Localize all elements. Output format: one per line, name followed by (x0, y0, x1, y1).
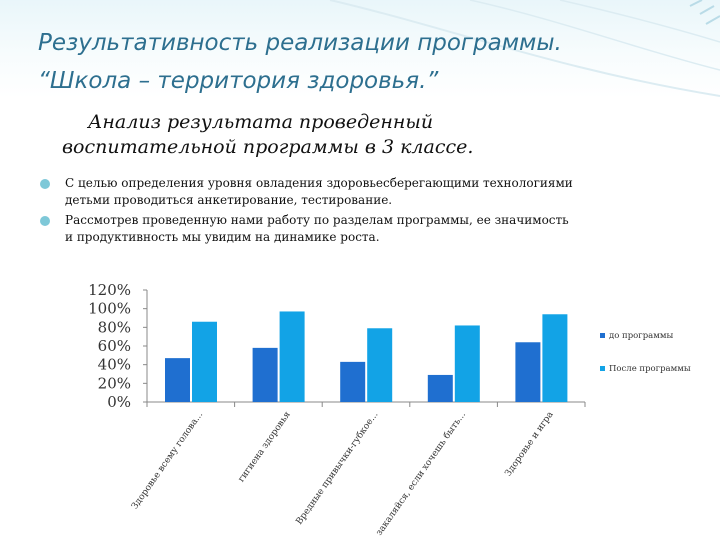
bar-before (427, 374, 453, 402)
y-tick-label: 0% (107, 393, 131, 411)
y-tick-label: 100% (88, 300, 131, 318)
y-tick-label: 120% (88, 281, 131, 299)
y-tick-label: 60% (98, 337, 131, 355)
y-tick-label: 80% (98, 318, 131, 336)
bar-after (279, 311, 305, 402)
y-tick-label: 40% (98, 356, 131, 374)
bullet-dot-icon (40, 179, 50, 189)
slide-title-line-1: Результативность реализации программы. (38, 30, 562, 56)
bullet-text: Рассмотрев проведенную нами работу по ра… (65, 213, 569, 244)
decorative-swoosh (329, 0, 720, 97)
bar-after (542, 314, 568, 402)
legend-label: до программы (609, 331, 673, 341)
bar-before (165, 358, 190, 402)
legend-swatch (600, 366, 605, 371)
x-tick-label: Вредные привычки-губкое... (294, 409, 381, 526)
x-tick-label: Здоровье всему голова... (130, 410, 205, 512)
bullet-dot-icon (40, 216, 50, 226)
slide-subtitle-line-1: Анализ результата проведенный (88, 111, 434, 133)
bullet-item: Рассмотрев проведенную нами работу по ра… (40, 212, 580, 245)
slide-subtitle: Анализ результата проведенный воспитател… (62, 110, 582, 160)
bar-before (340, 361, 366, 402)
bar-after (367, 328, 393, 402)
bullet-text: С целью определения уровня овладения здо… (65, 176, 573, 207)
slide-title-line-2: “Школа – территория здоровья.” (38, 68, 439, 94)
slide-subtitle-line-2: воспитательной программы в 3 классе. (62, 136, 474, 158)
bar-before (252, 347, 278, 402)
header-band (0, 0, 720, 98)
slide-title: Результативность реализации программы. “… (38, 24, 698, 100)
legend-swatch (600, 333, 605, 338)
bar-after (192, 321, 217, 402)
x-tick-label: Здоровье и игра (504, 409, 556, 478)
bar-after (454, 325, 480, 402)
bar-before (515, 342, 541, 402)
bullet-item: С целью определения уровня овладения здо… (40, 175, 580, 208)
bullet-list: С целью определения уровня овладения здо… (40, 175, 580, 249)
x-tick-label: закаляйся, если хочешь быть... (374, 409, 469, 537)
x-tick-label: гигиена здоровья (237, 410, 293, 485)
y-tick-label: 20% (98, 374, 131, 392)
legend-label: После программы (609, 364, 691, 374)
